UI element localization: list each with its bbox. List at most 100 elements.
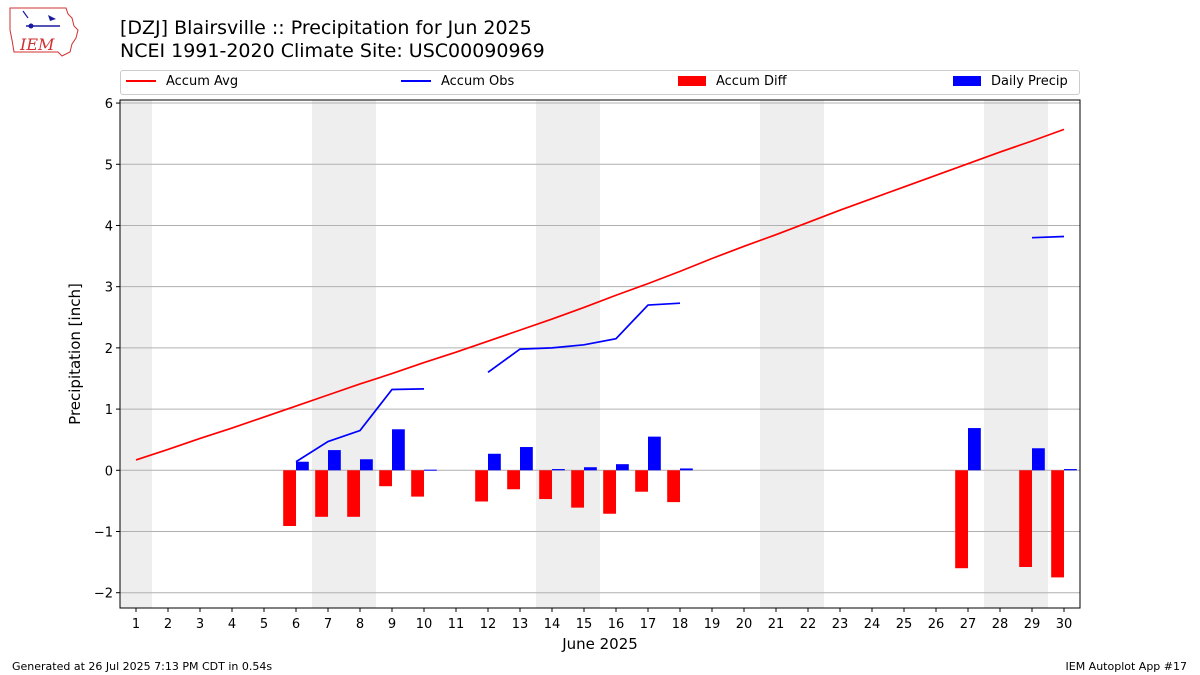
daily-precip-bar: [648, 436, 661, 471]
x-tick-label: 11: [448, 617, 465, 632]
daily-precip-bar: [328, 450, 341, 471]
accum-diff-bar: [315, 470, 328, 517]
accum-diff-bar: [603, 470, 616, 514]
accum-diff-bar: [507, 470, 520, 490]
legend-accum-obs: Accum Obs: [401, 74, 514, 89]
daily-precip-bar: [584, 467, 597, 471]
legend-avg-swatch: [126, 79, 156, 82]
daily-precip-bar: [424, 469, 437, 471]
x-tick-label: 17: [640, 617, 657, 632]
x-tick-label: 27: [960, 617, 977, 632]
y-tick-label: 5: [105, 158, 113, 173]
accum-diff-bar: [475, 470, 488, 502]
x-tick-label: 14: [544, 617, 561, 632]
legend-avg-label: Accum Avg: [166, 74, 239, 89]
accum-diff-bar: [955, 470, 968, 569]
x-tick-label: 19: [704, 617, 721, 632]
x-tick-label: 29: [1024, 617, 1041, 632]
y-tick-label: 4: [105, 219, 113, 234]
legend-daily-label: Daily Precip: [991, 74, 1068, 89]
daily-precip-bar: [488, 453, 501, 471]
x-tick-label: 4: [228, 617, 236, 632]
x-tick-label: 2: [164, 617, 172, 632]
legend-diff-swatch: [678, 75, 706, 86]
iem-logo: IEM: [9, 7, 79, 57]
accum-diff-bar: [347, 470, 360, 517]
accum-diff-bar: [1019, 470, 1032, 567]
weekend-band: [312, 100, 376, 608]
accum-avg-line: [135, 128, 1065, 461]
weekend-band: [536, 100, 600, 608]
accum-diff-bar: [283, 470, 296, 526]
daily-precip-bar: [1064, 469, 1077, 471]
x-tick-label: 22: [800, 617, 817, 632]
daily-precip-bar: [552, 469, 565, 471]
chart-subtitle: NCEI 1991-2020 Climate Site: USC00090969: [120, 40, 545, 62]
x-tick-label: 5: [260, 617, 268, 632]
legend-daily-swatch: [953, 75, 981, 86]
legend: Accum Avg Accum Obs Accum Diff Daily Pre…: [120, 70, 1080, 95]
accum-obs-line: [295, 388, 425, 463]
x-tick-label: 26: [928, 617, 945, 632]
y-tick-label: −2: [94, 587, 113, 602]
accum-diff-bar: [667, 470, 680, 503]
daily-precip-bar: [680, 468, 693, 471]
daily-precip-bar: [968, 428, 981, 471]
accum-diff-bar: [571, 470, 584, 508]
legend-accum-avg: Accum Avg: [126, 74, 238, 89]
x-tick-label: 30: [1056, 617, 1073, 632]
x-tick-label: 21: [768, 617, 785, 632]
accum-diff-bar: [379, 470, 392, 487]
x-tick-label: 9: [388, 617, 396, 632]
x-tick-label: 6: [292, 617, 300, 632]
x-tick-label: 25: [896, 617, 913, 632]
y-axis-label: Precipitation [inch]: [66, 283, 84, 425]
x-tick-label: 7: [324, 617, 332, 632]
x-tick-label: 28: [992, 617, 1009, 632]
accum-diff-bar: [1051, 470, 1064, 578]
logo-text: IEM: [19, 35, 55, 54]
generated-note: Generated at 26 Jul 2025 7:13 PM CDT in …: [12, 660, 273, 673]
y-tick-label: 2: [105, 342, 113, 357]
accum-diff-bar: [539, 470, 552, 500]
app-credit: IEM Autoplot App #17: [1065, 660, 1188, 673]
y-tick-label: 3: [105, 281, 113, 296]
daily-precip-bar: [616, 464, 629, 471]
accum-diff-bar: [635, 470, 648, 492]
daily-precip-bar: [1032, 448, 1045, 471]
x-tick-label: 24: [864, 617, 881, 632]
x-tick-label: 20: [736, 617, 753, 632]
x-tick-label: 16: [608, 617, 625, 632]
legend-daily-precip: Daily Precip: [953, 74, 1068, 89]
daily-precip-bar: [296, 461, 309, 471]
x-tick-label: 13: [512, 617, 529, 632]
x-tick-label: 1: [132, 617, 140, 632]
plot-frame: [119, 99, 1081, 609]
y-tick-label: 0: [105, 464, 113, 479]
y-tick-label: −1: [94, 525, 113, 540]
legend-accum-diff: Accum Diff: [678, 74, 787, 89]
accum-diff-bar: [411, 470, 424, 497]
x-tick-label: 18: [672, 617, 689, 632]
daily-precip-bar: [392, 429, 405, 471]
x-tick-label: 23: [832, 617, 849, 632]
y-tick-label: 1: [105, 403, 113, 418]
daily-precip-bar: [360, 459, 373, 471]
x-tick-label: 15: [576, 617, 593, 632]
accum-obs-line: [1031, 235, 1065, 239]
accum-obs-line: [487, 302, 681, 374]
weekend-band: [760, 100, 824, 608]
x-tick-label: 10: [416, 617, 433, 632]
x-tick-label: 12: [480, 617, 497, 632]
weekend-band: [120, 100, 152, 608]
x-axis-label: June 2025: [561, 635, 638, 653]
x-tick-label: 3: [196, 617, 204, 632]
y-tick-label: 6: [105, 97, 113, 112]
weekend-band: [984, 100, 1048, 608]
daily-precip-bar: [520, 447, 533, 471]
legend-diff-label: Accum Diff: [716, 74, 787, 89]
legend-obs-label: Accum Obs: [441, 74, 515, 89]
legend-obs-swatch: [401, 79, 431, 82]
x-tick-label: 8: [356, 617, 364, 632]
